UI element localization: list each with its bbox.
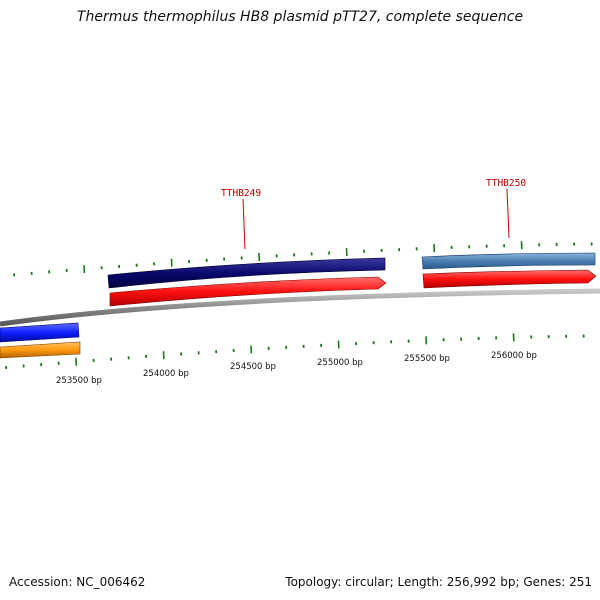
scale-label-255000: 255000 bp bbox=[317, 358, 363, 368]
scale-label-254000: 254000 bp bbox=[143, 369, 189, 379]
scale-label-256000: 256000 bp bbox=[491, 351, 537, 361]
cds-tthb249-arrow[interactable] bbox=[109, 276, 387, 307]
topology-summary: Topology: circular; Length: 256,992 bp; … bbox=[285, 575, 592, 589]
tthb249-leader-line bbox=[242, 198, 246, 250]
map-title: Thermus thermophilus HB8 plasmid pTT27, … bbox=[76, 9, 524, 25]
scale-label-255500: 255500 bp bbox=[404, 354, 450, 364]
cds-tthb250-arrow[interactable] bbox=[422, 269, 597, 289]
accession-label: Accession: NC_006462 bbox=[9, 575, 146, 589]
gene-tthb249-bar[interactable] bbox=[107, 257, 386, 289]
scale-label-254500: 254500 bp bbox=[230, 362, 276, 372]
outer-tick-row bbox=[13, 241, 593, 277]
scale-label-253500: 253500 bp bbox=[56, 376, 102, 386]
gene-tthb250-bar[interactable] bbox=[421, 252, 596, 270]
backbone-arc bbox=[0, 288, 600, 327]
gene-label-tthb250[interactable]: TTHB250 bbox=[486, 178, 526, 189]
gene-blue-left[interactable] bbox=[0, 322, 80, 343]
inner-tick-row bbox=[5, 333, 585, 370]
gene-label-tthb249[interactable]: TTHB249 bbox=[221, 188, 261, 199]
tthb250-leader-line bbox=[506, 188, 510, 239]
cds-orange-left[interactable] bbox=[0, 341, 81, 359]
